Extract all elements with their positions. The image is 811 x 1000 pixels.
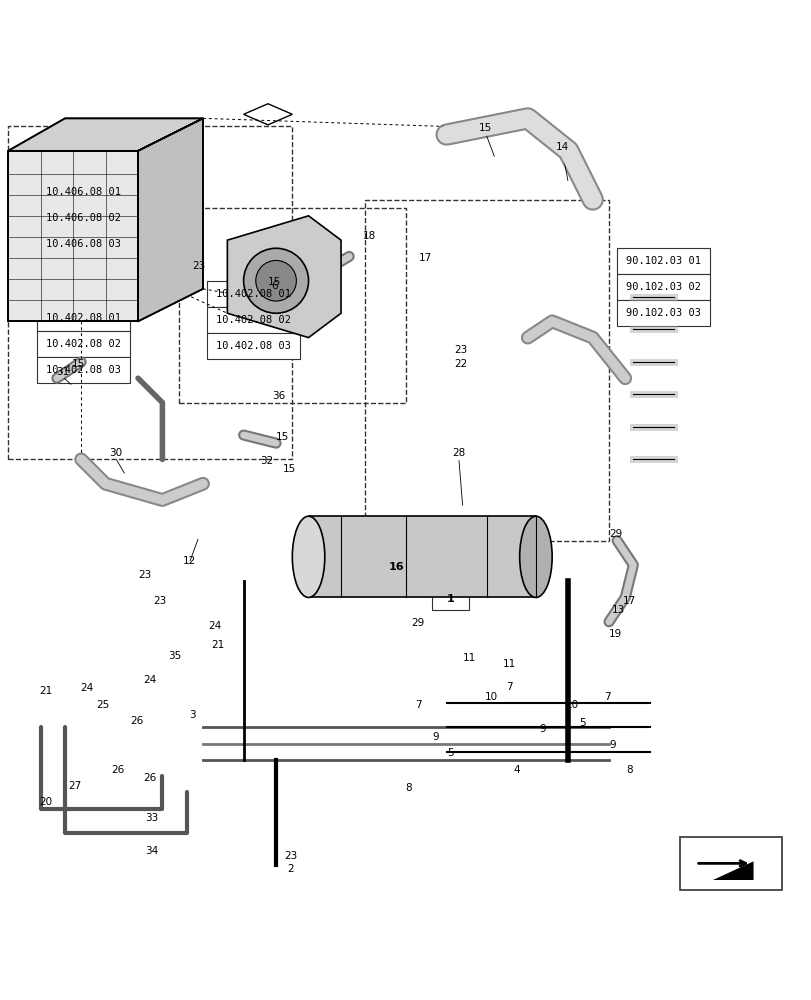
Text: 90.102.03 01: 90.102.03 01 [625,256,701,266]
Text: 36: 36 [272,391,285,401]
Text: 15: 15 [268,277,281,287]
Text: 23: 23 [138,570,151,580]
Text: 10.402.08 03: 10.402.08 03 [216,341,291,351]
Bar [207,333,300,359]
Text: 7: 7 [603,692,610,702]
Circle shape [243,248,308,313]
Bar [36,331,130,357]
Bar [36,205,130,231]
Text: 35: 35 [168,651,181,661]
Text: 9: 9 [609,740,616,750]
Text: 26: 26 [111,765,124,775]
Text: 9: 9 [431,732,438,742]
Bar [377,555,414,578]
Bar [680,837,781,890]
Ellipse shape [292,516,324,597]
Text: 31: 31 [56,367,69,377]
Polygon shape [227,216,341,338]
Text: 28: 28 [452,448,465,458]
Text: 23: 23 [192,261,205,271]
Text: 9: 9 [539,724,545,734]
Text: 29: 29 [608,529,621,539]
Text: 32: 32 [260,456,272,466]
Text: 10.406.08 02: 10.406.08 02 [45,213,121,223]
Bar [616,300,710,326]
Text: 34: 34 [145,846,158,856]
Text: 2: 2 [287,864,294,874]
Polygon shape [8,118,203,151]
Text: 11: 11 [503,659,516,669]
Text: 10: 10 [484,692,497,702]
Text: 10.402.08 02: 10.402.08 02 [45,339,121,349]
Bar [207,281,300,307]
Text: 5: 5 [447,748,453,758]
Ellipse shape [519,516,551,597]
Text: 24: 24 [208,621,221,631]
Text: 15: 15 [283,464,296,474]
Text: 10.402.08 01: 10.402.08 01 [45,313,121,323]
Text: 17: 17 [418,253,431,263]
Text: 16: 16 [388,562,404,572]
Text: 17: 17 [622,596,635,606]
Text: 27: 27 [68,781,81,791]
Text: 10.402.08 01: 10.402.08 01 [216,289,291,299]
Text: 1: 1 [446,594,454,604]
Text: 29: 29 [411,618,424,628]
Bar [36,179,130,205]
Text: 33: 33 [145,813,158,823]
Text: 90.102.03 02: 90.102.03 02 [625,282,701,292]
Polygon shape [138,118,203,321]
Text: 23: 23 [284,851,297,861]
Bar [207,307,300,333]
Text: 4: 4 [513,765,519,775]
Text: 21: 21 [211,640,224,650]
Text: 14: 14 [556,142,569,152]
Bar [36,357,130,383]
Bar [308,516,535,597]
Bar [178,208,406,403]
Text: 15: 15 [276,432,289,442]
Text: 7: 7 [414,700,421,710]
Text: 23: 23 [153,596,166,606]
Text: 25: 25 [97,700,109,710]
Bar [431,588,469,610]
Text: 10.406.08 03: 10.406.08 03 [45,239,121,249]
Text: 6: 6 [271,281,277,291]
Text: 26: 26 [144,773,157,783]
Bar [616,274,710,300]
Bar [616,248,710,274]
Text: 12: 12 [182,556,195,566]
Polygon shape [712,861,753,880]
Text: 8: 8 [625,765,632,775]
Text: 8: 8 [405,783,411,793]
Bar [36,305,130,331]
Text: 30: 30 [109,448,122,458]
Text: 24: 24 [80,683,93,693]
Text: 5: 5 [578,718,585,728]
Text: 15: 15 [72,359,85,369]
Text: 11: 11 [462,653,475,663]
Bar [36,231,130,257]
Text: 20: 20 [39,797,52,807]
Bar [365,200,608,541]
Circle shape [255,260,296,301]
Text: 26: 26 [130,716,143,726]
Text: 10.402.08 03: 10.402.08 03 [45,365,121,375]
Text: 19: 19 [608,629,621,639]
Text: 15: 15 [478,123,491,133]
Text: 21: 21 [40,686,53,696]
Text: 7: 7 [505,682,512,692]
Text: 10.406.08 01: 10.406.08 01 [45,187,121,197]
Bar [8,126,292,459]
Text: 24: 24 [144,675,157,685]
Text: 3: 3 [189,710,195,720]
Text: 10: 10 [565,700,578,710]
Text: 18: 18 [363,231,375,241]
Polygon shape [8,151,138,321]
Text: 23: 23 [454,345,467,355]
Text: 90.102.03 03: 90.102.03 03 [625,308,701,318]
Text: 22: 22 [454,359,467,369]
Text: 10.402.08 02: 10.402.08 02 [216,315,291,325]
Text: 13: 13 [611,605,624,615]
